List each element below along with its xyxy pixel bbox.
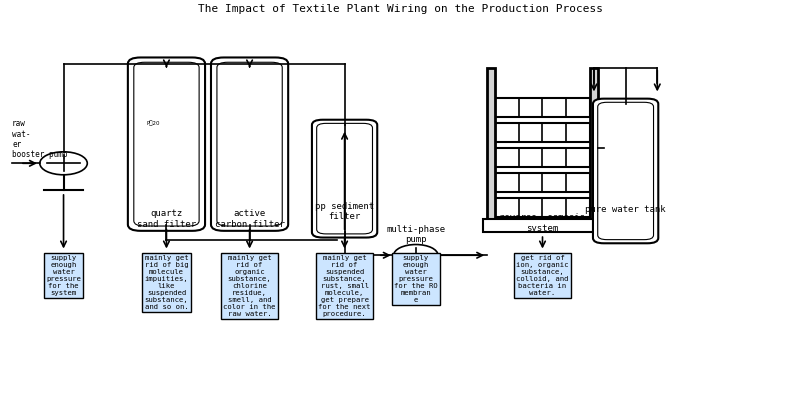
Text: mainly get
rid of
suspended
substance,
rust, small
molecule,
get prepare
for the: mainly get rid of suspended substance, r… — [318, 255, 371, 317]
FancyBboxPatch shape — [217, 62, 282, 226]
Text: reverse  osmosis
system: reverse osmosis system — [499, 213, 586, 232]
Text: multi-phase
pump: multi-phase pump — [386, 225, 446, 244]
Text: get rid of
ion, organic
substance,
colloid, and
bacteria in
water.: get rid of ion, organic substance, collo… — [516, 255, 569, 296]
Text: supply
enough
water
pressure
for the
system: supply enough water pressure for the sys… — [46, 255, 81, 296]
FancyBboxPatch shape — [128, 58, 205, 231]
Text: pure water tank: pure water tank — [586, 205, 666, 214]
Text: active
carbon filter: active carbon filter — [214, 209, 285, 229]
FancyBboxPatch shape — [598, 102, 654, 240]
FancyBboxPatch shape — [134, 62, 199, 226]
FancyBboxPatch shape — [590, 68, 598, 221]
FancyBboxPatch shape — [593, 99, 658, 243]
FancyBboxPatch shape — [495, 98, 590, 117]
FancyBboxPatch shape — [495, 148, 590, 167]
Text: mainly get
rid of
organic
substance,
chlorine
residue,
smell, and
color in the
r: mainly get rid of organic substance, chl… — [223, 255, 276, 317]
Text: pp sediment
filter: pp sediment filter — [315, 202, 374, 221]
FancyBboxPatch shape — [483, 219, 602, 232]
FancyBboxPatch shape — [495, 123, 590, 142]
FancyBboxPatch shape — [495, 198, 590, 217]
Text: P：20: P：20 — [146, 120, 160, 126]
Title: The Impact of Textile Plant Wiring on the Production Process: The Impact of Textile Plant Wiring on th… — [198, 4, 602, 14]
FancyBboxPatch shape — [317, 124, 373, 234]
FancyBboxPatch shape — [312, 120, 378, 237]
Text: quartz
sand filter: quartz sand filter — [137, 209, 196, 229]
FancyBboxPatch shape — [487, 68, 495, 221]
FancyBboxPatch shape — [495, 173, 590, 192]
Text: raw
wat-
er
booster pump: raw wat- er booster pump — [12, 119, 67, 160]
Text: mainly get
rid of big
molecule
impuities,
like
suspended
substance,
and so on.: mainly get rid of big molecule impuities… — [145, 255, 188, 310]
Text: supply
enough
water
pressure
for the RO
membran
e: supply enough water pressure for the RO … — [394, 255, 438, 303]
FancyBboxPatch shape — [211, 58, 288, 231]
